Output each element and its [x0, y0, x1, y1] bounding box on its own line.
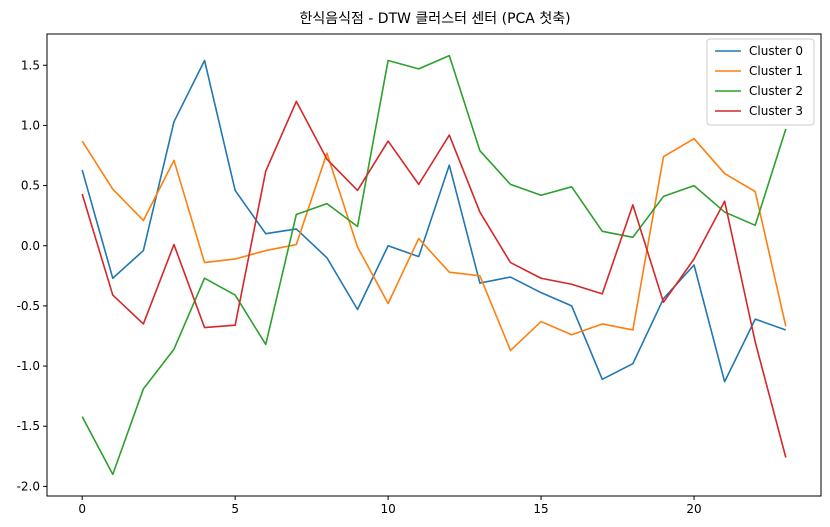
y-tick-label: -2.0: [17, 479, 40, 493]
legend-box: [706, 38, 815, 126]
y-tick-label: 0.0: [21, 239, 40, 253]
legend-label: Cluster 3: [749, 104, 803, 118]
x-tick-label: 5: [231, 502, 239, 516]
series-line-cluster-3: [81, 100, 787, 458]
x-tick-label: 20: [686, 502, 701, 516]
series-line-cluster-0: [81, 59, 787, 383]
y-tick-label: 1.0: [21, 118, 40, 132]
y-tick-label: 0.5: [21, 179, 40, 193]
x-tick-label: 0: [78, 502, 86, 516]
y-tick-label: 1.5: [21, 58, 40, 72]
legend: Cluster 0 Cluster 1 Cluster 2 Cluster 3: [706, 38, 815, 126]
series-line-cluster-1: [81, 137, 787, 352]
legend-label: Cluster 1: [749, 64, 803, 78]
series-lines: [81, 54, 787, 476]
x-tick-label: 15: [533, 502, 548, 516]
y-tick-label: -0.5: [17, 299, 40, 313]
x-axis: 0 5 10 15 20: [78, 496, 702, 516]
plot-area: [46, 33, 822, 497]
y-axis: -2.0 -1.5 -1.0 -0.5 0.0 0.5 1.0 1.5: [17, 58, 47, 493]
y-tick-label: -1.0: [17, 359, 40, 373]
chart-title: 한식음식점 - DTW 클러스터 센터 (PCA 첫축): [299, 11, 570, 27]
series-line-cluster-2: [81, 54, 787, 476]
x-tick-label: 10: [380, 502, 395, 516]
legend-label: Cluster 0: [749, 44, 803, 58]
legend-label: Cluster 2: [749, 84, 803, 98]
y-tick-label: -1.5: [17, 419, 40, 433]
